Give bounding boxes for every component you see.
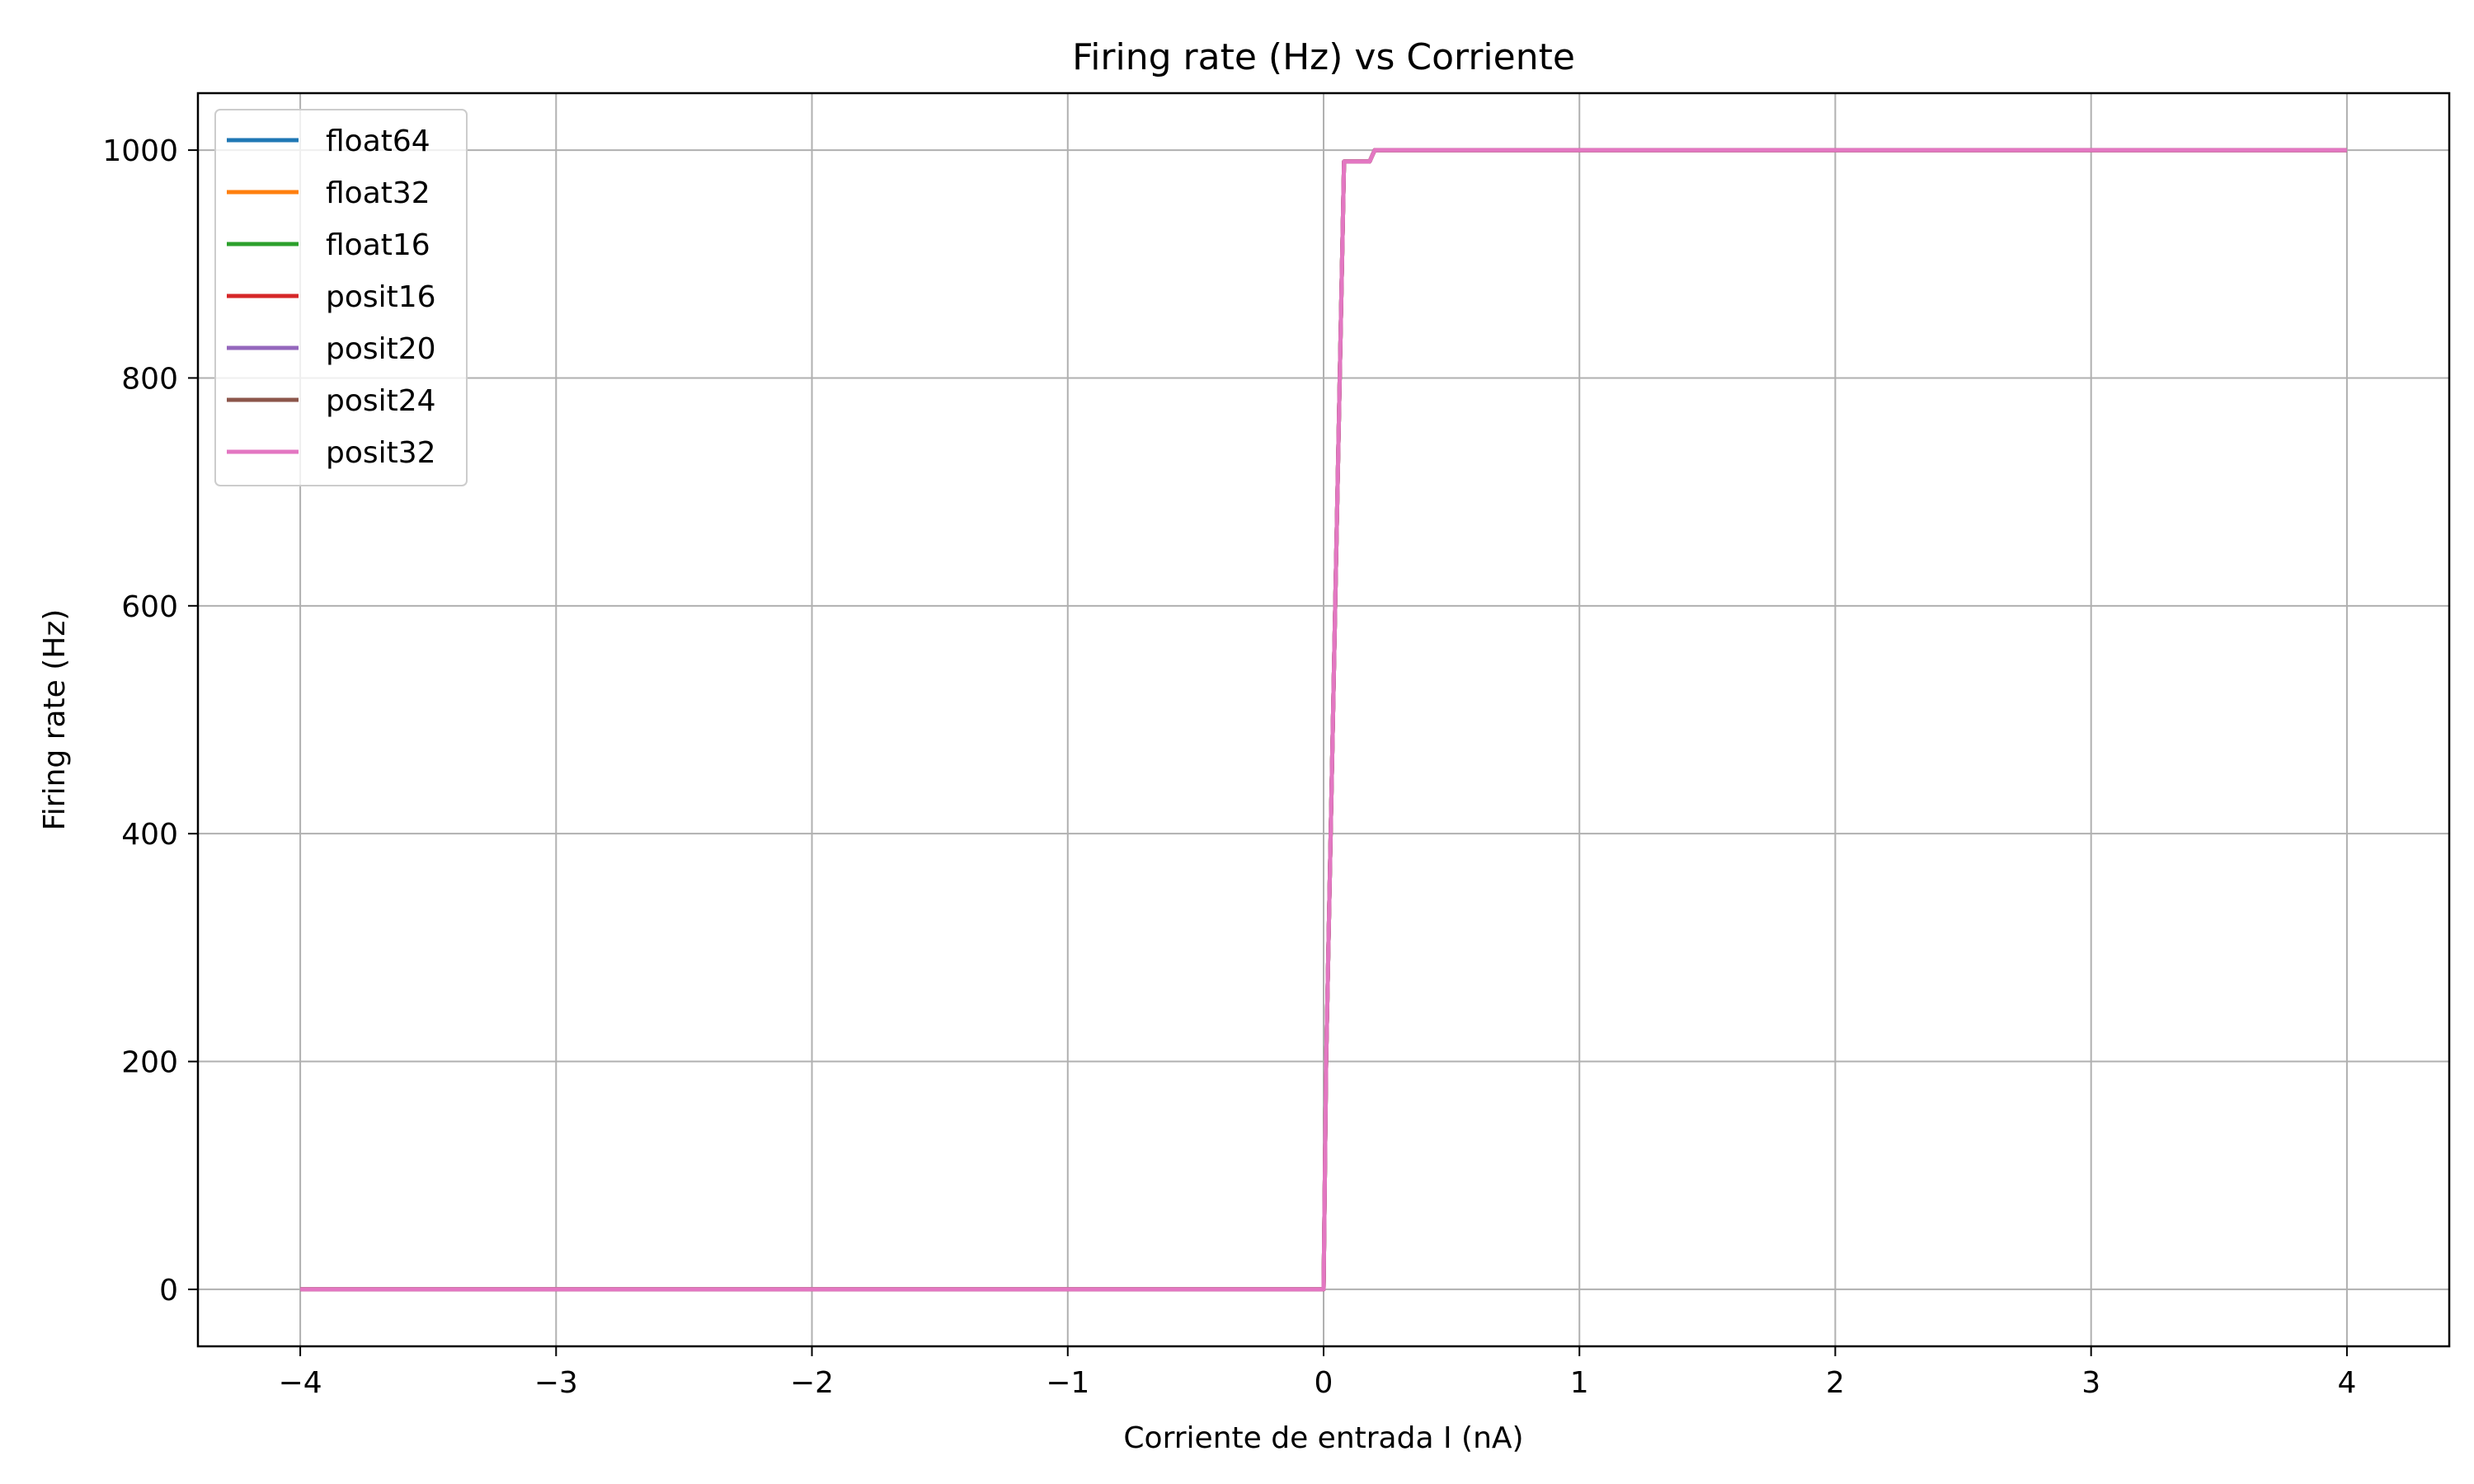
x-tick-label: 4 bbox=[2337, 1366, 2356, 1400]
y-tick-label: 600 bbox=[121, 590, 178, 624]
series-lines bbox=[300, 148, 2347, 1292]
x-tick-label: 2 bbox=[1826, 1366, 1845, 1400]
series-line-posit32 bbox=[300, 148, 2347, 1292]
y-tick-label: 400 bbox=[121, 818, 178, 852]
x-axis-label: Corriente de entrada I (nA) bbox=[1123, 1421, 1523, 1455]
legend: float64 float32 float16 posit16 posit20 posit… bbox=[214, 109, 468, 486]
legend-label-float64: float64 bbox=[326, 124, 430, 158]
x-tick-label: 1 bbox=[1570, 1366, 1589, 1400]
grid-lines bbox=[198, 93, 2449, 1346]
y-tick-label: 1000 bbox=[102, 134, 178, 168]
legend-label-posit32: posit32 bbox=[326, 436, 436, 470]
y-axis: 0 200 400 600 800 1000 bbox=[102, 134, 198, 1308]
legend-label-posit16: posit16 bbox=[326, 280, 436, 314]
chart-title: Firing rate (Hz) vs Corriente bbox=[1072, 36, 1575, 78]
legend-label-float16: float16 bbox=[326, 228, 430, 262]
y-tick-label: 0 bbox=[159, 1274, 178, 1308]
x-tick-label: 0 bbox=[1315, 1366, 1333, 1400]
legend-label-posit20: posit20 bbox=[326, 332, 436, 366]
x-tick-label: −2 bbox=[790, 1366, 834, 1400]
x-tick-label: −3 bbox=[534, 1366, 578, 1400]
x-tick-label: 3 bbox=[2081, 1366, 2100, 1400]
legend-label-float32: float32 bbox=[326, 176, 430, 210]
y-axis-label: Firing rate (Hz) bbox=[38, 609, 72, 831]
x-tick-label: −4 bbox=[279, 1366, 322, 1400]
y-tick-label: 800 bbox=[121, 362, 178, 396]
legend-box bbox=[214, 109, 468, 486]
x-tick-label: −1 bbox=[1046, 1366, 1089, 1400]
y-tick-label: 200 bbox=[121, 1046, 178, 1080]
x-axis: −4 −3 −2 −1 0 1 2 3 4 bbox=[279, 1346, 2356, 1400]
legend-label-posit24: posit24 bbox=[326, 384, 436, 418]
